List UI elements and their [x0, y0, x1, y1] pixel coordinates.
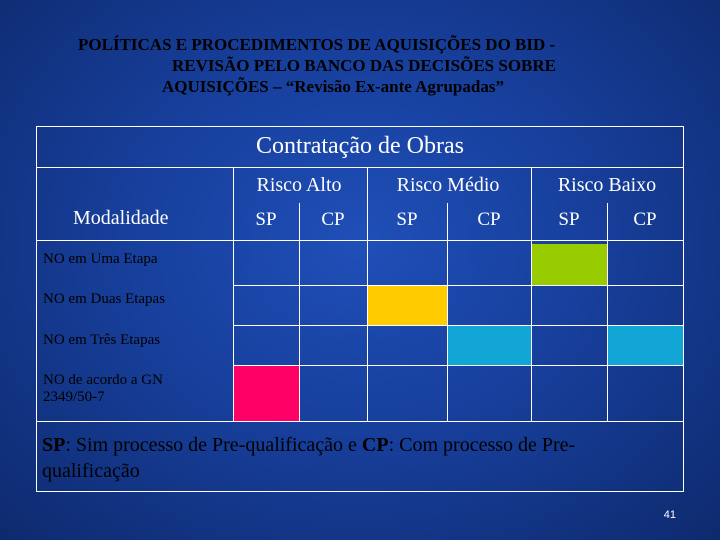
col-low-sp: SP	[558, 209, 580, 230]
header-divider	[37, 240, 683, 241]
page-number: 41	[663, 509, 676, 521]
row-label-uma-etapa: NO em Uma Etapa	[43, 251, 158, 267]
col-high-cp: CP	[321, 209, 345, 230]
sp-abbreviation: SP	[42, 434, 66, 456]
title-line-2: REVISÃO PELO BANCO DAS DECISÕES SOBRE	[172, 56, 557, 75]
title-line-3: AQUISIÇÕES – “Revisão Ex-ante Agrupadas”	[162, 77, 504, 96]
col-low-cp: CP	[633, 209, 657, 230]
table-caption: Contratação de Obras	[256, 133, 464, 159]
vline-1	[233, 168, 234, 421]
hline-1	[233, 285, 683, 286]
vline-5	[531, 168, 532, 421]
footnote: SP: Sim processo de Pre-qualificação e C…	[42, 432, 672, 484]
col-high-sp: SP	[255, 209, 277, 230]
vline-6	[607, 203, 608, 421]
modalidade-header: Modalidade	[73, 207, 169, 229]
hline-4	[37, 421, 683, 422]
sp-definition: : Sim processo de Pre-qualificação e	[65, 434, 362, 456]
hline-2	[233, 325, 683, 326]
fill-gn-high-sp	[233, 365, 299, 421]
cp-abbreviation: CP	[361, 434, 389, 456]
fill-tres-etapas-medium-cp	[447, 325, 531, 365]
risk-group-high: Risco Alto	[256, 174, 342, 196]
title-line-1: POLÍTICAS E PROCEDIMENTOS DE AQUISIÇÕES …	[78, 35, 556, 54]
table-frame: Contratação de Obras Risco Alto Risco Mé…	[36, 126, 684, 492]
fill-duas-etapas-medium-sp	[367, 285, 447, 325]
row-label-gn: NO de acordo a GN 2349/50-7	[43, 372, 163, 405]
risk-group-low: Risco Baixo	[557, 174, 657, 196]
col-medium-cp: CP	[477, 209, 501, 230]
row-label-duas-etapas: NO em Duas Etapas	[43, 291, 166, 307]
row-label-tres-etapas: NO em Três Etapas	[43, 332, 161, 348]
risk-group-medium: Risco Médio	[396, 174, 500, 196]
cp-definition: : Com processo de Pre-qualificação	[42, 434, 576, 482]
hline-3	[233, 365, 683, 366]
caption-divider	[37, 167, 683, 168]
fill-uma-etapa-low-sp	[531, 244, 607, 285]
col-medium-sp: SP	[396, 209, 418, 230]
vline-2	[299, 203, 300, 421]
fill-tres-etapas-low-cp	[607, 325, 683, 365]
vline-4	[447, 203, 448, 421]
vline-3	[367, 168, 368, 421]
